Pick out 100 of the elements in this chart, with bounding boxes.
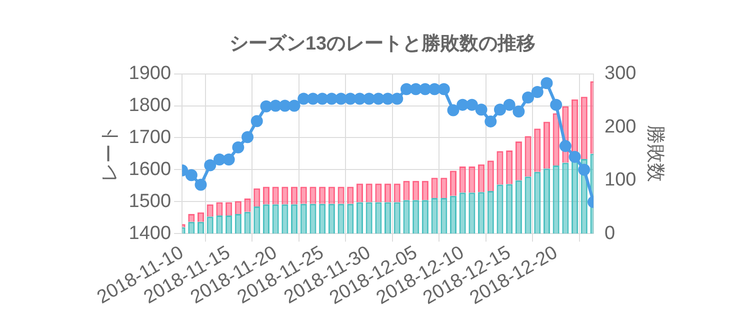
point [260,100,272,112]
bar [347,204,354,234]
bar [347,186,354,204]
bar [394,202,400,234]
point [391,92,404,105]
bar [450,196,457,234]
point [419,83,432,96]
bar [422,180,428,200]
bar [226,202,232,216]
bar [440,198,448,234]
point [372,92,384,105]
bar [244,212,251,234]
point [438,83,450,96]
bar [496,184,504,234]
point [512,106,525,118]
bar [450,170,457,196]
point [578,164,590,176]
bar [197,222,204,234]
bar [310,204,316,234]
y2-tick-label: 100 [604,170,636,191]
bar [524,136,532,177]
bar [234,214,242,234]
bar [356,202,364,234]
point [466,98,478,111]
bar [234,201,242,214]
point [204,159,216,172]
bar [412,180,420,200]
bar [534,128,541,172]
bar [206,216,214,234]
point [363,92,376,105]
bar [300,186,307,204]
point [522,91,534,104]
bar [403,200,410,234]
bar [272,186,279,204]
bar [487,191,494,234]
bar [291,204,298,234]
bar [543,168,550,234]
bar [394,184,400,202]
bar [254,188,260,206]
point [344,92,356,105]
point [278,100,291,112]
bar [328,186,335,204]
point [494,104,506,116]
bar [291,186,298,204]
y-tick-label: 1400 [128,222,172,244]
bar [206,204,214,217]
bar [338,186,344,204]
point [475,104,488,116]
bar [328,204,335,234]
point [503,98,516,111]
y2-tick-label: 200 [604,116,636,138]
bar [262,186,270,204]
point [559,140,572,152]
y-tick-label: 1600 [128,158,172,180]
point [306,92,319,105]
y2-axis-title: 勝敗数 [644,125,666,182]
point [185,169,198,182]
point [550,98,562,111]
bar [506,184,513,234]
bar [319,204,326,234]
bar [580,96,588,160]
bar [422,200,428,234]
point [354,92,366,105]
bar [282,186,288,204]
bar [468,192,476,234]
bar [226,216,232,234]
y-tick-label: 1700 [128,126,172,148]
point [213,153,226,166]
bar [244,198,251,212]
point [447,104,460,116]
y2-tick-label: 300 [604,63,636,84]
bar [272,204,279,234]
point [326,92,338,105]
bar [478,164,485,192]
point [531,86,544,98]
bar [543,122,550,169]
bar [524,176,532,234]
point [316,92,328,105]
bar [431,198,438,234]
bar [300,204,307,234]
point [288,100,300,112]
point [410,83,422,96]
point [484,115,497,128]
bar [366,184,372,202]
point [382,92,394,105]
point [298,92,310,105]
point [456,98,469,111]
bar [468,166,476,193]
point [222,153,235,166]
bar [319,186,326,204]
point [428,83,441,96]
bar [384,202,392,234]
point [270,100,282,112]
bar [459,192,466,234]
bar [262,204,270,234]
bar [188,222,195,234]
bar [216,202,223,216]
bar [282,204,288,234]
point [194,178,207,191]
bar [216,216,223,234]
